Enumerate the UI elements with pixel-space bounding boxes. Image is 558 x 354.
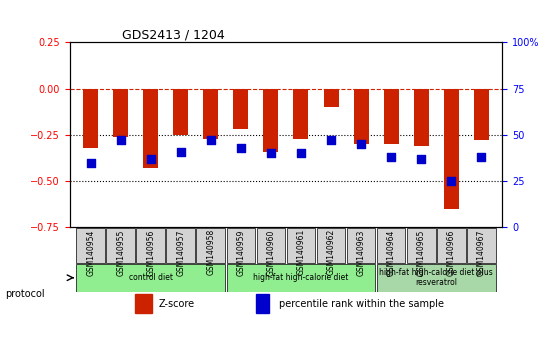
Bar	[413, 89, 429, 146]
Text: protocol: protocol	[6, 289, 45, 299]
FancyBboxPatch shape	[466, 228, 496, 263]
Point	[417, 156, 426, 162]
FancyBboxPatch shape	[377, 263, 496, 292]
FancyBboxPatch shape	[76, 228, 105, 263]
Text: Z-score: Z-score	[158, 298, 195, 308]
Text: high-fat high-calorie diet: high-fat high-calorie diet	[253, 273, 349, 282]
Bar	[203, 89, 218, 138]
Bar	[354, 89, 369, 144]
Bar	[134, 294, 152, 313]
Point	[357, 141, 365, 147]
Point	[86, 160, 95, 165]
FancyBboxPatch shape	[76, 263, 225, 292]
FancyBboxPatch shape	[287, 228, 315, 263]
Bar	[143, 89, 158, 168]
FancyBboxPatch shape	[377, 228, 406, 263]
Bar	[324, 89, 339, 107]
FancyBboxPatch shape	[347, 228, 376, 263]
Point	[146, 156, 155, 162]
Text: GSM140954: GSM140954	[86, 229, 95, 276]
Text: high-fat high-calorie diet plus
resveratrol: high-fat high-calorie diet plus resverat…	[379, 268, 493, 287]
Point	[477, 154, 485, 160]
FancyBboxPatch shape	[196, 228, 225, 263]
Text: GSM140958: GSM140958	[206, 229, 215, 275]
Text: GSM140966: GSM140966	[446, 229, 456, 276]
Bar	[474, 89, 489, 141]
Text: GSM140960: GSM140960	[267, 229, 276, 276]
Point	[176, 149, 185, 154]
Bar	[263, 89, 278, 152]
Bar	[113, 89, 128, 137]
FancyBboxPatch shape	[407, 228, 436, 263]
Text: GSM140962: GSM140962	[326, 229, 335, 275]
FancyBboxPatch shape	[437, 228, 465, 263]
Text: GSM140959: GSM140959	[237, 229, 246, 276]
FancyBboxPatch shape	[136, 228, 165, 263]
Text: GSM140961: GSM140961	[296, 229, 305, 275]
Bar	[444, 89, 459, 209]
Text: control diet: control diet	[129, 273, 173, 282]
Point	[116, 138, 125, 143]
Point	[447, 178, 456, 184]
Bar	[83, 89, 98, 148]
Point	[206, 138, 215, 143]
Text: GSM140965: GSM140965	[417, 229, 426, 276]
Bar	[383, 89, 398, 144]
Bar	[174, 89, 189, 135]
Bar	[256, 294, 269, 313]
FancyBboxPatch shape	[316, 228, 345, 263]
FancyBboxPatch shape	[227, 263, 376, 292]
Text: GSM140957: GSM140957	[176, 229, 185, 276]
Text: percentile rank within the sample: percentile rank within the sample	[280, 298, 445, 308]
Point	[326, 138, 335, 143]
Point	[267, 150, 276, 156]
Point	[387, 154, 396, 160]
Bar	[233, 89, 248, 129]
Text: GSM140963: GSM140963	[357, 229, 365, 276]
Point	[237, 145, 246, 151]
Point	[296, 150, 305, 156]
FancyBboxPatch shape	[107, 228, 135, 263]
FancyBboxPatch shape	[257, 228, 285, 263]
Text: GDS2413 / 1204: GDS2413 / 1204	[122, 28, 224, 41]
FancyBboxPatch shape	[227, 228, 256, 263]
FancyBboxPatch shape	[166, 228, 195, 263]
Text: GSM140967: GSM140967	[477, 229, 485, 276]
Text: GSM140964: GSM140964	[387, 229, 396, 276]
Text: GSM140955: GSM140955	[116, 229, 126, 276]
Bar	[294, 89, 309, 138]
Text: GSM140956: GSM140956	[146, 229, 155, 276]
